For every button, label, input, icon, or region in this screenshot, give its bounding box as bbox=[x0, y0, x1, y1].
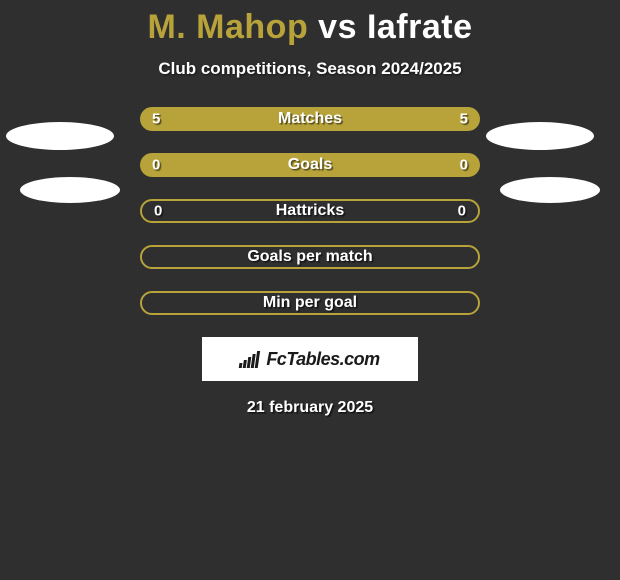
stat-bar: Min per goal bbox=[140, 291, 480, 315]
comparison-card: M. Mahop vs Iafrate Club competitions, S… bbox=[0, 0, 620, 417]
stat-bar: Goals per match bbox=[140, 245, 480, 269]
logo-text: FcTables.com bbox=[266, 349, 379, 370]
stat-label: Goals per match bbox=[247, 248, 372, 266]
page-title: M. Mahop vs Iafrate bbox=[0, 8, 620, 47]
stat-value-left: 5 bbox=[152, 111, 160, 128]
stat-row: Hattricks 0 0 bbox=[140, 199, 480, 223]
stat-value-right: 5 bbox=[460, 111, 468, 128]
decorative-ellipse bbox=[20, 177, 120, 203]
stat-row: Goals per match bbox=[140, 245, 480, 269]
bars-icon bbox=[239, 350, 261, 368]
stat-label: Min per goal bbox=[263, 294, 357, 312]
stat-label: Matches bbox=[278, 110, 342, 128]
vs-label: vs bbox=[308, 8, 367, 46]
stat-bar: Matches 5 5 bbox=[140, 107, 480, 131]
stat-value-right: 0 bbox=[460, 157, 468, 174]
stat-value-right: 0 bbox=[458, 203, 466, 220]
player1-name: M. Mahop bbox=[147, 8, 308, 46]
stat-bar: Goals 0 0 bbox=[140, 153, 480, 177]
date-label: 21 february 2025 bbox=[0, 399, 620, 417]
stat-row: Min per goal bbox=[140, 291, 480, 315]
stat-bar: Hattricks 0 0 bbox=[140, 199, 480, 223]
subtitle: Club competitions, Season 2024/2025 bbox=[0, 59, 620, 79]
stat-rows: Matches 5 5 Goals 0 0 Hattricks 0 0 Goals per mat… bbox=[140, 107, 480, 315]
decorative-ellipse bbox=[500, 177, 600, 203]
stat-value-left: 0 bbox=[152, 157, 160, 174]
decorative-ellipse bbox=[6, 122, 114, 150]
decorative-ellipse bbox=[486, 122, 594, 150]
stat-row: Matches 5 5 bbox=[140, 107, 480, 131]
stat-row: Goals 0 0 bbox=[140, 153, 480, 177]
player2-name: Iafrate bbox=[367, 8, 473, 46]
stat-value-left: 0 bbox=[154, 203, 162, 220]
stat-label: Hattricks bbox=[276, 202, 344, 220]
fctables-logo: FcTables.com bbox=[202, 337, 418, 381]
stat-label: Goals bbox=[288, 156, 332, 174]
